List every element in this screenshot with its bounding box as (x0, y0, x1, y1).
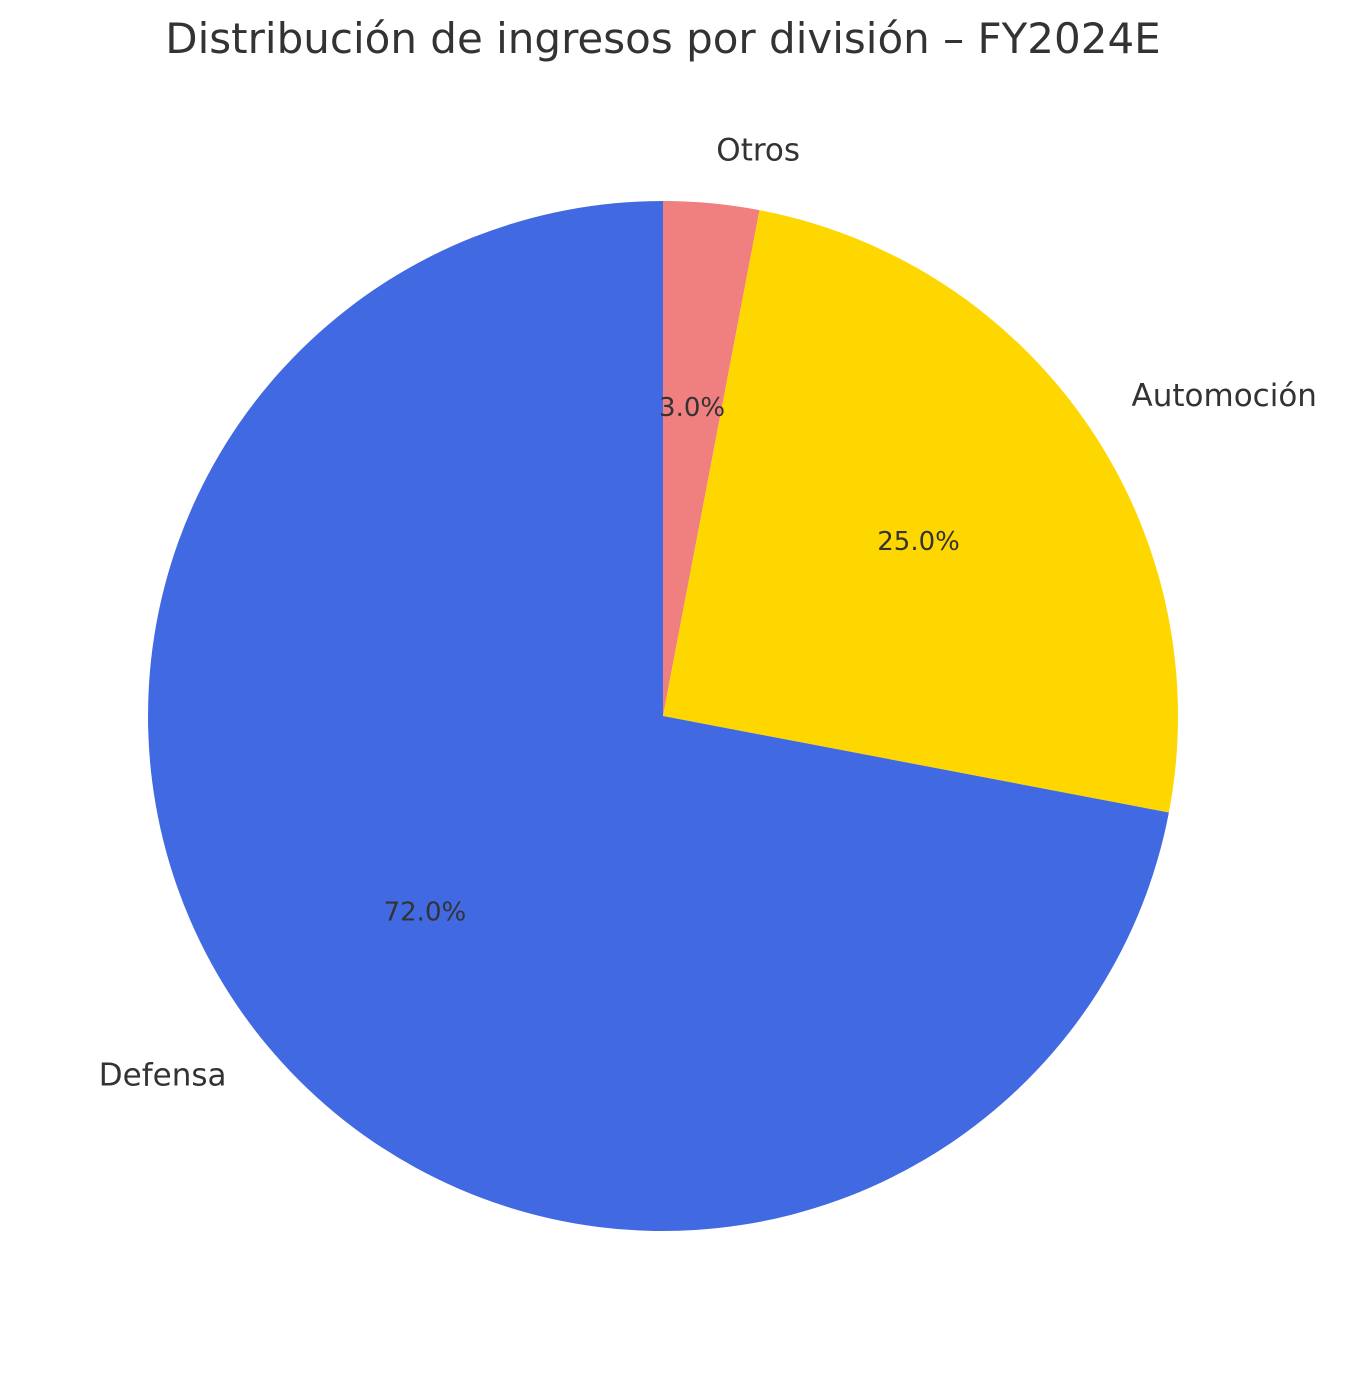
labels-layer: Otros 3.0% Automoción 25.0% Defensa 72.0% (99, 133, 1317, 1094)
slice-label-otros: Otros (716, 133, 800, 169)
pie-slice-automocion (663, 210, 1178, 813)
slices-layer (147, 201, 1178, 1231)
slice-label-automocion: Automoción (1132, 378, 1317, 414)
pie-slice-defensa (147, 201, 1169, 1231)
pct-label-automocion: 25.0% (877, 527, 960, 557)
chart-title: Distribución de ingresos por división – … (165, 14, 1161, 63)
pie-slice-otros (663, 201, 760, 716)
slice-label-defensa: Defensa (99, 1058, 227, 1094)
pct-label-defensa: 72.0% (384, 897, 467, 927)
pct-label-otros: 3.0% (659, 393, 725, 423)
